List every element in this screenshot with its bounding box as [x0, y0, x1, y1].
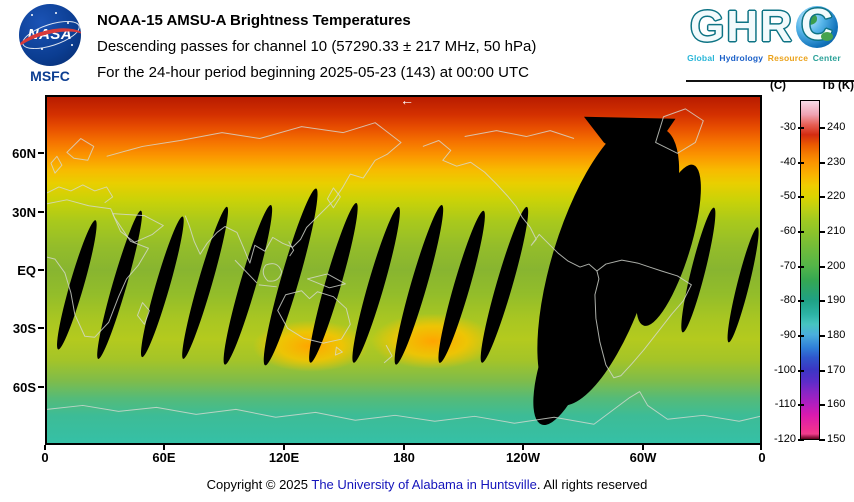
- page-title: NOAA-15 AMSU-A Brightness Temperatures: [97, 12, 411, 29]
- nasa-stars-icon: [31, 14, 33, 16]
- colorbar-celsius-tick: -50: [763, 190, 804, 202]
- coastline-new-zealand: [383, 344, 393, 364]
- axis-tick: [642, 445, 644, 450]
- colorbar-celsius-tick: -80: [763, 294, 804, 306]
- colorbar-celsius-tick: -40: [763, 156, 804, 168]
- page-subtitle-period: For the 24-hour period beginning 2025-05…: [97, 64, 529, 81]
- colorbar-kelvin-tick: 240: [819, 121, 854, 133]
- colorbar-celsius-tick: -120: [763, 433, 804, 445]
- footer-copyright: Copyright © 2025 The University of Alaba…: [0, 477, 854, 492]
- axis-tick: [403, 445, 405, 450]
- colorbar-unit-celsius: (C): [770, 80, 786, 92]
- lat-label-60n: 60N: [12, 146, 36, 161]
- axis-tick: [38, 327, 44, 329]
- axis-tick: [760, 445, 762, 450]
- colorbar-title: (C) Tb (K): [770, 80, 854, 92]
- lat-label-eq: EQ: [17, 263, 36, 278]
- colorbar-unit-kelvin: Tb (K): [820, 80, 854, 92]
- ghrc-letter-c: C: [801, 0, 833, 50]
- coastline-eurasia: [106, 122, 402, 264]
- coastline-madagascar: [136, 302, 150, 325]
- colorbar-kelvin-tick: 210: [819, 225, 854, 237]
- copyright-suffix: . All rights reserved: [536, 477, 648, 492]
- coastline-north-america: [422, 140, 598, 272]
- colorbar-celsius-tick: -30: [763, 121, 804, 133]
- lon-label-60w: 60W: [629, 450, 657, 465]
- colorbar-kelvin-tick: 230: [819, 156, 854, 168]
- axis-tick: [522, 445, 524, 450]
- nasa-logo[interactable]: NASA MSFC: [12, 4, 88, 84]
- coastline-greenland: [655, 108, 704, 154]
- lat-label-60s: 60S: [12, 380, 36, 395]
- lat-label-30n: 30N: [12, 205, 36, 220]
- coastline-indonesia: [234, 241, 346, 289]
- axis-tick: [38, 269, 44, 271]
- colorbar-kelvin-tick: 150: [819, 433, 854, 445]
- ghrc-subtitle-word: Center: [812, 53, 841, 63]
- colorbar-kelvin-tick: 160: [819, 398, 854, 410]
- page-subtitle-channel: Descending passes for channel 10 (57290.…: [97, 38, 537, 55]
- colorbar-celsius-tick: -110: [763, 398, 804, 410]
- colorbar-kelvin-tick: 190: [819, 294, 854, 306]
- nasa-insignia-icon: NASA: [19, 4, 81, 66]
- coastline-africa: [47, 199, 149, 338]
- coastlines: [47, 108, 760, 425]
- nasa-insignia-text: NASA: [27, 26, 73, 43]
- lon-label-60e: 60E: [152, 450, 176, 465]
- colorbar-kelvin-tick: 200: [819, 260, 854, 272]
- colorbar-celsius-tick: -60: [763, 225, 804, 237]
- header-divider: [686, 80, 854, 82]
- ghrc-subtitle-word: Resource: [767, 53, 809, 63]
- axis-tick: [38, 152, 44, 154]
- lon-label-120w: 120W: [506, 450, 540, 465]
- ghrc-subtitle-word: Hydrology: [719, 53, 764, 63]
- globe-icon: C: [795, 0, 838, 50]
- lon-label-0e: 0: [758, 450, 766, 465]
- axis-tick: [38, 211, 44, 213]
- lon-label-120e: 120E: [268, 450, 300, 465]
- coastline-tasmania: [334, 346, 343, 356]
- ghrc-letters: GHR: [690, 2, 794, 51]
- lon-label-180: 180: [393, 450, 415, 465]
- lat-label-30s: 30S: [12, 321, 36, 336]
- colorbar-kelvin-tick: 220: [819, 190, 854, 202]
- coastline-uk: [50, 155, 63, 174]
- coastline-arctic: [464, 130, 575, 139]
- colorbar-kelvin-tick: 180: [819, 329, 854, 341]
- map-canvas: [47, 97, 760, 443]
- coastline-south-america: [594, 259, 692, 379]
- ghrc-subtitle: Global Hydrology Resource Center: [680, 53, 848, 63]
- axis-tick: [283, 445, 285, 450]
- scan-direction-arrow: ←: [400, 92, 414, 108]
- header-titles: NOAA-15 AMSU-A Brightness Temperatures D…: [97, 8, 536, 86]
- msfc-label: MSFC: [30, 68, 70, 84]
- colorbar: [800, 100, 820, 440]
- colorbar-celsius-tick: -90: [763, 329, 804, 341]
- brightness-temperature-map: [45, 95, 762, 445]
- coastline-europe: [47, 184, 114, 204]
- axis-tick: [38, 386, 44, 388]
- colorbar-celsius-tick: -70: [763, 260, 804, 272]
- ghrc-logo[interactable]: GHR C Global Hydrology Resource Center: [680, 0, 848, 63]
- colorbar-celsius-tick: -100: [763, 364, 804, 376]
- university-link[interactable]: The University of Alabama in Huntsville: [311, 477, 537, 492]
- colorbar-kelvin-tick: 170: [819, 364, 854, 376]
- copyright-prefix: Copyright © 2025: [206, 477, 312, 492]
- ghrc-subtitle-word: Global: [687, 53, 715, 63]
- coastline-australia: [277, 290, 351, 344]
- lon-label-0w: 0: [41, 450, 49, 465]
- coastline-japan: [326, 187, 341, 209]
- coastline-arabia: [112, 213, 164, 243]
- coastline-antarctica: [47, 391, 760, 425]
- coastline-scandinavia: [66, 138, 95, 161]
- axis-tick: [163, 445, 165, 450]
- axis-tick: [44, 445, 46, 450]
